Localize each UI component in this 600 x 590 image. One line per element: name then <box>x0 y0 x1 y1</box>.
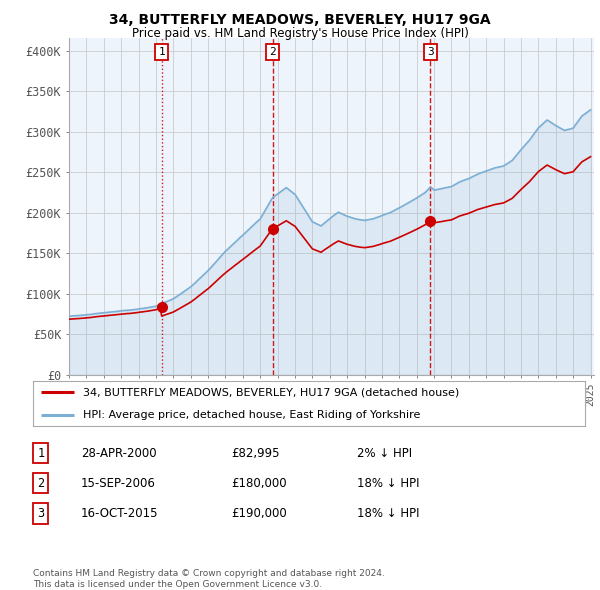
Text: £180,000: £180,000 <box>231 477 287 490</box>
Text: 1: 1 <box>158 47 165 57</box>
Text: 3: 3 <box>427 47 434 57</box>
Text: 28-APR-2000: 28-APR-2000 <box>81 447 157 460</box>
Text: 2: 2 <box>269 47 276 57</box>
Text: 34, BUTTERFLY MEADOWS, BEVERLEY, HU17 9GA: 34, BUTTERFLY MEADOWS, BEVERLEY, HU17 9G… <box>109 13 491 27</box>
Text: Contains HM Land Registry data © Crown copyright and database right 2024.
This d: Contains HM Land Registry data © Crown c… <box>33 569 385 589</box>
Text: 18% ↓ HPI: 18% ↓ HPI <box>357 507 419 520</box>
Text: 16-OCT-2015: 16-OCT-2015 <box>81 507 158 520</box>
Text: £82,995: £82,995 <box>231 447 280 460</box>
Text: 1: 1 <box>37 447 44 460</box>
Text: 18% ↓ HPI: 18% ↓ HPI <box>357 477 419 490</box>
Text: 34, BUTTERFLY MEADOWS, BEVERLEY, HU17 9GA (detached house): 34, BUTTERFLY MEADOWS, BEVERLEY, HU17 9G… <box>83 388 459 397</box>
Text: 15-SEP-2006: 15-SEP-2006 <box>81 477 156 490</box>
Text: 3: 3 <box>37 507 44 520</box>
Text: HPI: Average price, detached house, East Riding of Yorkshire: HPI: Average price, detached house, East… <box>83 410 420 419</box>
Text: £190,000: £190,000 <box>231 507 287 520</box>
Text: 2% ↓ HPI: 2% ↓ HPI <box>357 447 412 460</box>
Text: 2: 2 <box>37 477 44 490</box>
Text: Price paid vs. HM Land Registry's House Price Index (HPI): Price paid vs. HM Land Registry's House … <box>131 27 469 40</box>
